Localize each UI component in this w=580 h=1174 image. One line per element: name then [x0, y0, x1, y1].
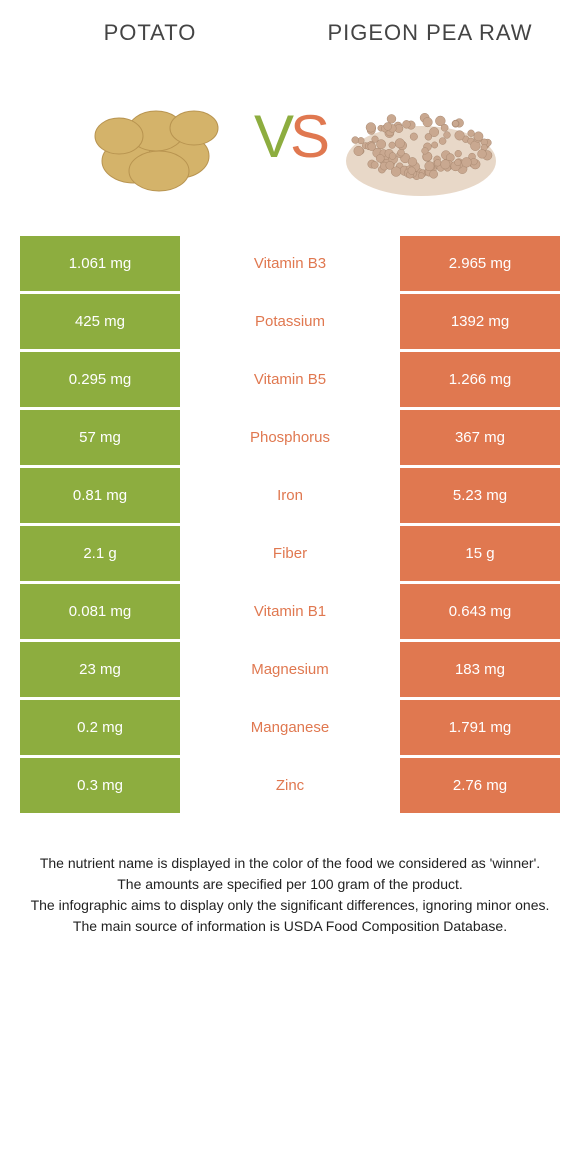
- footer-line-4: The main source of information is USDA F…: [30, 916, 550, 937]
- footer-notes: The nutrient name is displayed in the co…: [10, 853, 570, 937]
- left-value: 23 mg: [20, 642, 180, 697]
- nutrient-row: 0.2 mgManganese1.791 mg: [20, 700, 560, 755]
- left-value: 2.1 g: [20, 526, 180, 581]
- nutrient-row: 0.081 mgVitamin B10.643 mg: [20, 584, 560, 639]
- left-value: 425 mg: [20, 294, 180, 349]
- right-value: 183 mg: [400, 642, 560, 697]
- vs-s: S: [290, 103, 326, 170]
- nutrient-name: Vitamin B1: [180, 584, 400, 639]
- nutrient-name: Fiber: [180, 526, 400, 581]
- right-value: 0.643 mg: [400, 584, 560, 639]
- right-value: 15 g: [400, 526, 560, 581]
- left-value: 57 mg: [20, 410, 180, 465]
- right-value: 2.965 mg: [400, 236, 560, 291]
- left-value: 1.061 mg: [20, 236, 180, 291]
- nutrient-row: 2.1 gFiber15 g: [20, 526, 560, 581]
- left-value: 0.81 mg: [20, 468, 180, 523]
- right-value: 2.76 mg: [400, 758, 560, 813]
- nutrient-table: 1.061 mgVitamin B32.965 mg425 mgPotassiu…: [20, 236, 560, 813]
- pigeon-pea-icon: [336, 66, 506, 206]
- right-value: 367 mg: [400, 410, 560, 465]
- nutrient-row: 57 mgPhosphorus367 mg: [20, 410, 560, 465]
- infographic-container: POTATO PIGEON PEA RAW VS 1.061 mgVitamin…: [0, 0, 580, 957]
- footer-line-1: The nutrient name is displayed in the co…: [30, 853, 550, 874]
- nutrient-name: Potassium: [180, 294, 400, 349]
- pigeon-pea-image: [336, 66, 506, 206]
- nutrient-row: 1.061 mgVitamin B32.965 mg: [20, 236, 560, 291]
- nutrient-name: Zinc: [180, 758, 400, 813]
- footer-line-3: The infographic aims to display only the…: [30, 895, 550, 916]
- left-value: 0.3 mg: [20, 758, 180, 813]
- images-row: VS: [10, 66, 570, 206]
- nutrient-name: Vitamin B3: [180, 236, 400, 291]
- right-value: 1.791 mg: [400, 700, 560, 755]
- nutrient-row: 425 mgPotassium1392 mg: [20, 294, 560, 349]
- right-value: 5.23 mg: [400, 468, 560, 523]
- nutrient-name: Magnesium: [180, 642, 400, 697]
- left-food-title: POTATO: [24, 20, 276, 46]
- right-food-title: PIGEON PEA RAW: [304, 20, 556, 46]
- nutrient-name: Manganese: [180, 700, 400, 755]
- potato-image: [74, 66, 244, 206]
- left-value: 0.081 mg: [20, 584, 180, 639]
- right-value: 1.266 mg: [400, 352, 560, 407]
- nutrient-row: 0.81 mgIron5.23 mg: [20, 468, 560, 523]
- nutrient-row: 0.295 mgVitamin B51.266 mg: [20, 352, 560, 407]
- vs-label: VS: [254, 102, 326, 171]
- nutrient-name: Phosphorus: [180, 410, 400, 465]
- nutrient-name: Vitamin B5: [180, 352, 400, 407]
- potato-icon: [74, 66, 244, 206]
- footer-line-2: The amounts are specified per 100 gram o…: [30, 874, 550, 895]
- vs-v: V: [254, 103, 290, 170]
- nutrient-row: 23 mgMagnesium183 mg: [20, 642, 560, 697]
- right-value: 1392 mg: [400, 294, 560, 349]
- nutrient-row: 0.3 mgZinc2.76 mg: [20, 758, 560, 813]
- nutrient-name: Iron: [180, 468, 400, 523]
- left-value: 0.295 mg: [20, 352, 180, 407]
- header-row: POTATO PIGEON PEA RAW: [10, 20, 570, 46]
- left-value: 0.2 mg: [20, 700, 180, 755]
